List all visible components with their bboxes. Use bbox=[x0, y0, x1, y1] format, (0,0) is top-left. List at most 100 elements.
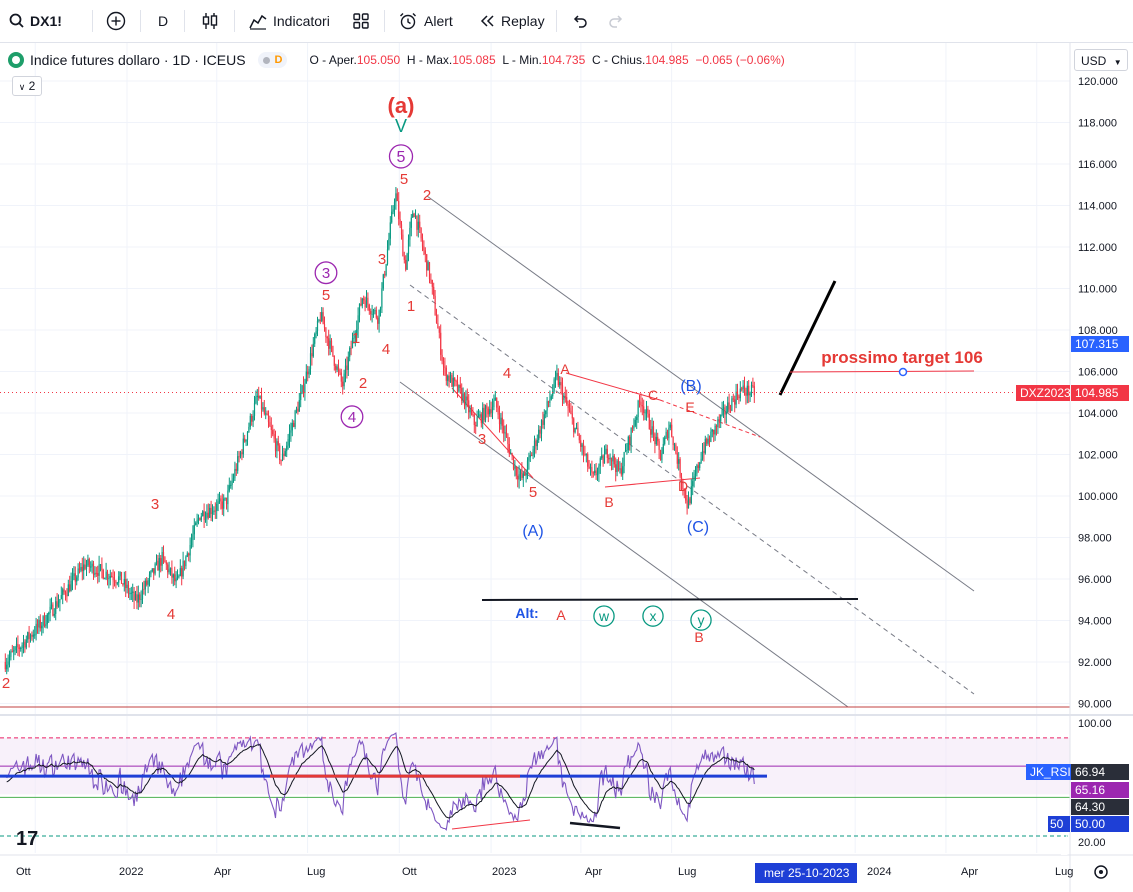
candle-body bbox=[438, 328, 440, 333]
candle-body bbox=[148, 574, 151, 581]
candle-body bbox=[553, 379, 555, 392]
candle-body bbox=[66, 595, 68, 597]
candle-body bbox=[512, 455, 515, 469]
candle-body bbox=[260, 395, 263, 410]
replay-button[interactable]: Replay bbox=[478, 8, 545, 34]
chart-legend: Indice futures dollaro · 1D · ICEUS D O … bbox=[8, 50, 785, 70]
candle-body bbox=[708, 438, 711, 442]
wave-label: y bbox=[698, 612, 705, 628]
candle-body bbox=[190, 540, 193, 546]
candle-body bbox=[735, 391, 737, 405]
candle-body bbox=[715, 425, 718, 428]
candle-body bbox=[218, 498, 221, 502]
candle-body bbox=[353, 337, 355, 339]
candle-body bbox=[724, 407, 726, 415]
candle-body bbox=[367, 297, 369, 305]
candle-body bbox=[573, 418, 575, 433]
candle-body bbox=[104, 578, 106, 580]
candle-body bbox=[743, 385, 746, 393]
candle-body bbox=[18, 647, 20, 649]
candle-body bbox=[543, 414, 545, 425]
candle-body bbox=[133, 591, 135, 601]
candle-body bbox=[102, 569, 104, 579]
candle-body bbox=[710, 431, 712, 442]
candle-body bbox=[400, 224, 403, 235]
wave-label: 2 bbox=[2, 675, 10, 692]
currency-select[interactable]: USD ▼ bbox=[1074, 49, 1128, 71]
trend-drawings bbox=[0, 195, 1070, 708]
wave-label: 3 bbox=[478, 431, 486, 448]
gear-icon-center bbox=[1099, 870, 1103, 874]
price-tick-label: 98.000 bbox=[1078, 533, 1112, 545]
candle-body bbox=[27, 632, 29, 640]
wave-label: 4 bbox=[503, 365, 511, 382]
candle-body bbox=[638, 400, 641, 402]
candle-body bbox=[703, 451, 705, 454]
rsi-pane bbox=[0, 714, 1133, 837]
candle-body bbox=[228, 485, 230, 491]
candle-body bbox=[286, 445, 288, 452]
candle-body bbox=[725, 411, 727, 415]
legend-collapse-button[interactable]: ∨ 2 bbox=[12, 76, 42, 96]
candle-body bbox=[606, 448, 608, 458]
interval-button[interactable]: D bbox=[158, 8, 168, 34]
symbol-search[interactable]: DX1! bbox=[8, 8, 62, 34]
candle-body bbox=[613, 455, 615, 465]
candle-body bbox=[419, 221, 421, 228]
candle-body bbox=[105, 571, 107, 579]
layouts-button[interactable] bbox=[352, 8, 370, 34]
candle-body bbox=[736, 391, 739, 397]
candle-body bbox=[294, 410, 296, 427]
compare-button[interactable] bbox=[106, 8, 126, 34]
indicators-button[interactable]: Indicatori bbox=[248, 8, 330, 34]
candle-body bbox=[336, 366, 338, 370]
candle-body bbox=[55, 601, 57, 614]
price-tick-label: 104.000 bbox=[1078, 408, 1118, 420]
candle-body bbox=[22, 641, 25, 646]
candle-body bbox=[246, 431, 249, 440]
candle-body bbox=[557, 372, 559, 386]
price-tick-label: 116.000 bbox=[1078, 159, 1117, 171]
channel-upper-line bbox=[426, 195, 975, 592]
candle-body bbox=[273, 434, 275, 439]
candle-body bbox=[584, 453, 586, 455]
wave-label: 5 bbox=[397, 149, 406, 166]
price-tick-label: 110.000 bbox=[1078, 284, 1117, 296]
high-value: 105.085 bbox=[452, 53, 496, 67]
wave-label: Alt: bbox=[515, 605, 538, 621]
redo-button[interactable] bbox=[608, 8, 626, 34]
rsi-level-label: 50.00 bbox=[1075, 817, 1105, 831]
rsi-s-label-bg bbox=[1071, 782, 1129, 798]
undo-button[interactable] bbox=[570, 8, 588, 34]
candle-body bbox=[745, 392, 747, 396]
candle-body bbox=[272, 430, 274, 435]
candle-body bbox=[346, 365, 348, 370]
candle-body bbox=[731, 398, 733, 411]
price-chart[interactable]: 120.000 118.000 116.000 114.000 112.000 110.0… bbox=[0, 43, 1133, 892]
divider bbox=[234, 10, 235, 32]
candle-body bbox=[644, 412, 646, 414]
candle-body bbox=[633, 425, 635, 429]
candle-body bbox=[746, 385, 748, 396]
divergence-line bbox=[569, 821, 621, 830]
candle-body bbox=[662, 443, 664, 454]
candle-body bbox=[503, 425, 505, 434]
candle-body bbox=[49, 606, 51, 613]
candle-body bbox=[214, 510, 216, 512]
candle-body bbox=[35, 623, 37, 635]
candle-body bbox=[136, 594, 138, 603]
chevron-down-icon: ▼ bbox=[1113, 58, 1122, 67]
wave-label-circle bbox=[388, 144, 414, 169]
alert-button[interactable]: Alert bbox=[398, 8, 453, 34]
chart-type-button[interactable] bbox=[200, 8, 220, 34]
candle-body bbox=[524, 473, 526, 476]
rsi-e-label-bg bbox=[1071, 799, 1129, 815]
candles-icon bbox=[202, 13, 218, 29]
candle-body bbox=[456, 382, 459, 392]
symbol-logo-icon bbox=[8, 52, 24, 68]
price-tick-label: 92.000 bbox=[1078, 657, 1112, 669]
candle-body bbox=[396, 193, 398, 202]
candle-body bbox=[90, 566, 92, 568]
candle-body bbox=[119, 571, 121, 577]
candle-body bbox=[594, 470, 596, 473]
